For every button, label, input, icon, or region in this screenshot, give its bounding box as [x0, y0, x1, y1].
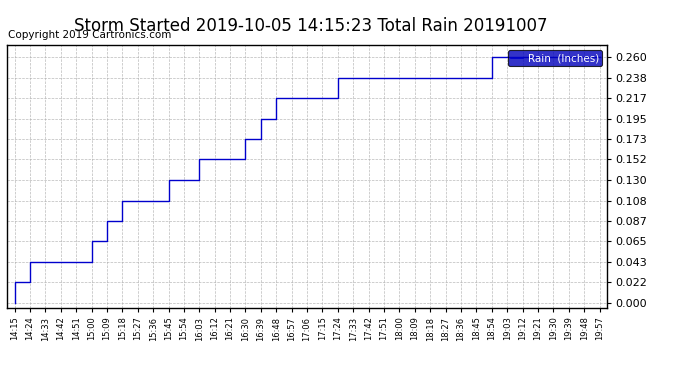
Text: Copyright 2019 Cartronics.com: Copyright 2019 Cartronics.com: [8, 30, 172, 40]
Text: Storm Started 2019-10-05 14:15:23 Total Rain 20191007: Storm Started 2019-10-05 14:15:23 Total …: [74, 17, 547, 35]
Legend: Rain  (Inches): Rain (Inches): [508, 50, 602, 66]
